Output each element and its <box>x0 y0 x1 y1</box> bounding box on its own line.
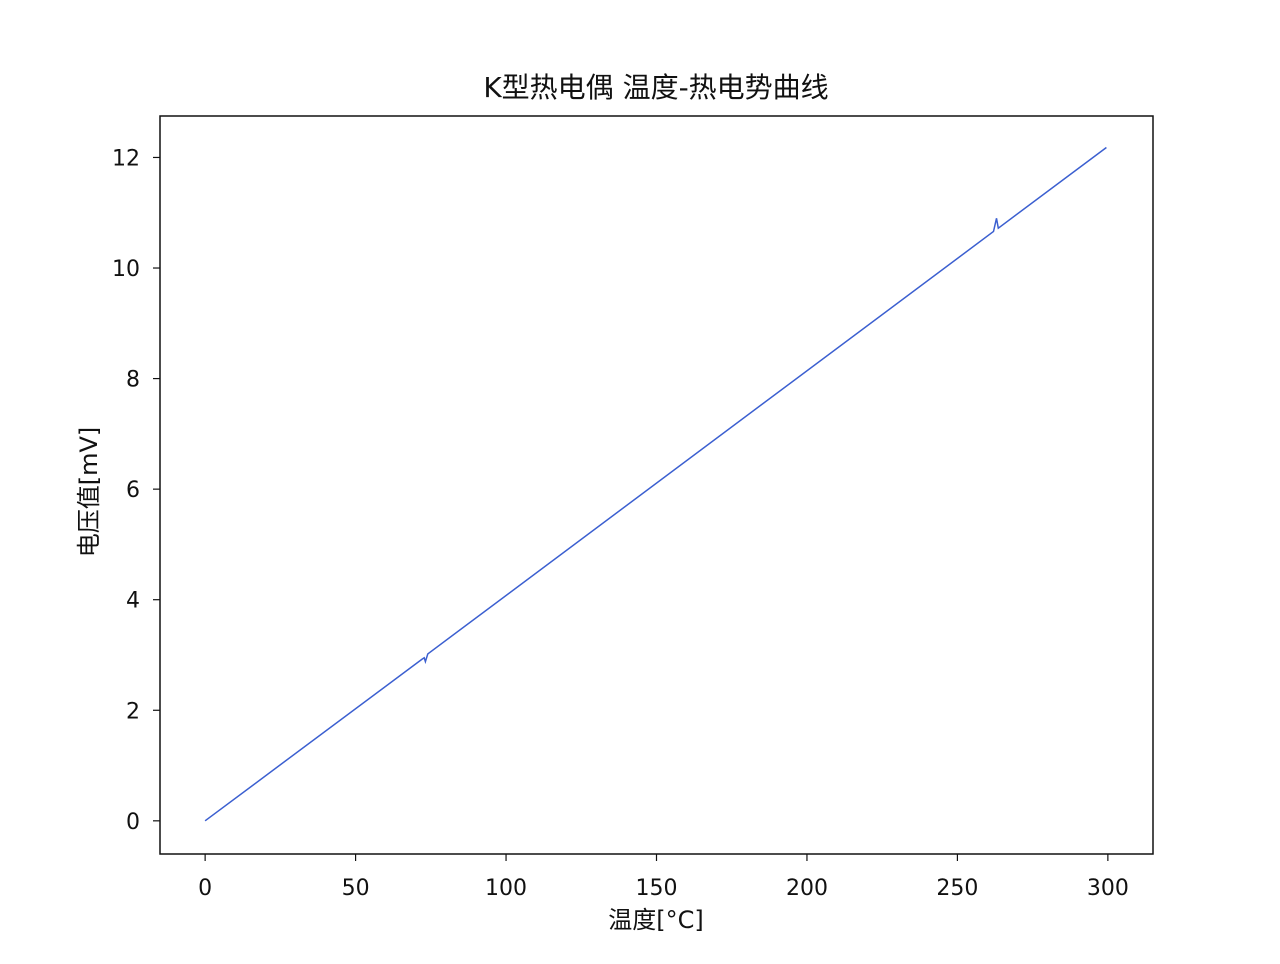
series-line <box>204 146 1107 822</box>
y-tick-label: 2 <box>126 699 140 724</box>
y-tick-label: 4 <box>126 589 140 614</box>
y-axis: 0 2 4 6 8 10 12 <box>112 146 160 835</box>
x-tick-label: 150 <box>636 876 678 901</box>
y-tick-label: 10 <box>112 257 140 282</box>
x-tick-label: 200 <box>786 876 828 901</box>
y-axis-label: 电压值[mV] <box>75 427 103 558</box>
y-tick-label: 8 <box>126 368 140 393</box>
x-tick-label: 0 <box>198 876 212 901</box>
x-axis: 0 50 100 150 200 250 300 <box>198 854 1129 901</box>
chart-title: K型热电偶 温度-热电势曲线 <box>483 71 828 104</box>
x-tick-label: 50 <box>342 876 370 901</box>
x-axis-label: 温度[°C] <box>608 906 703 934</box>
x-tick-label: 250 <box>936 876 978 901</box>
x-tick-label: 100 <box>485 876 527 901</box>
x-tick-label: 300 <box>1087 876 1129 901</box>
y-tick-label: 0 <box>126 810 140 835</box>
y-tick-label: 6 <box>126 478 140 503</box>
y-tick-label: 12 <box>112 146 140 171</box>
